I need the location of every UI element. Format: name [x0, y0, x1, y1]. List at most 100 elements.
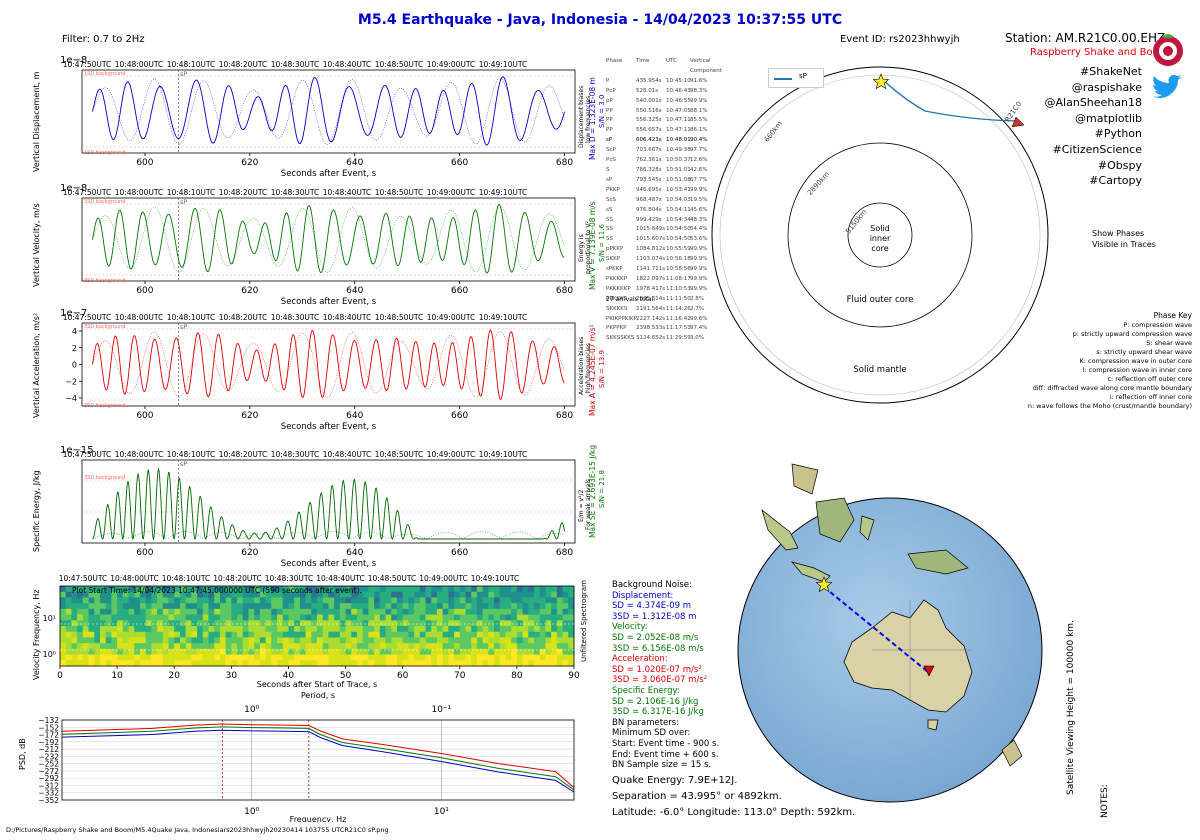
spectrogram-cell [214, 626, 221, 633]
spectrogram-cell [214, 648, 221, 656]
spectrogram-cell [568, 637, 575, 644]
spectrogram-cell [88, 608, 95, 616]
spectrogram-cell [488, 643, 495, 650]
spectrogram-cell [214, 620, 221, 627]
spectrogram-cell [117, 591, 124, 598]
spectrogram-cell [185, 643, 192, 650]
spectrogram-cell [528, 643, 535, 650]
spectrogram-cell [94, 608, 101, 616]
phase-cell: 10:46:43 [666, 87, 691, 94]
spectrogram-cell [208, 614, 215, 621]
noise-label: 3SD background [84, 475, 125, 481]
spectrogram-cell [396, 631, 404, 638]
spectrogram-cell [151, 631, 158, 638]
spectrogram-cell [94, 586, 101, 593]
spectrogram-cell [60, 614, 67, 621]
spectrogram-cell [294, 597, 301, 604]
acceleration-panel: 10:47:50UTC 10:48:00UTC 10:48:10UTC 10:48:2… [63, 313, 576, 431]
spectrogram-cell [134, 597, 141, 604]
spectrogram-cell [197, 637, 204, 644]
spectrogram-cell [419, 637, 427, 644]
spectrogram-cell [157, 643, 164, 650]
spectrogram-cell [334, 654, 341, 661]
spectrogram-cell [288, 614, 295, 621]
phase-cell: ScS [606, 196, 617, 203]
spectrogram-cell [191, 626, 198, 633]
spectrogram-cell [408, 603, 415, 610]
spectrogram-cell [88, 591, 95, 598]
spectrogram-cell [282, 648, 289, 656]
spectrogram-cell [151, 586, 158, 593]
phase-cell: PKIKPPKIKP [606, 315, 637, 322]
spectrogram-cell [139, 648, 147, 656]
spectrogram-cell [431, 620, 438, 627]
spectrogram-cell [117, 660, 124, 667]
spectrogram-cell [185, 608, 192, 616]
spectrogram-cell [185, 626, 192, 633]
spectrogram-cell [425, 660, 432, 667]
spectrogram-cell [237, 597, 244, 604]
spectrogram-cell [511, 597, 518, 604]
social-item: @raspishake [1071, 80, 1142, 94]
spectrogram-cell [328, 631, 335, 638]
spectrogram-cell [322, 631, 329, 638]
spectrogram-cell [454, 608, 461, 616]
spectrogram-cell [122, 637, 130, 644]
spectrogram-cell [294, 603, 301, 610]
spectrogram-cell [77, 586, 84, 593]
spectrogram-cell [128, 608, 135, 616]
spectrogram-cell [534, 637, 541, 644]
spectrogram-cell [99, 660, 107, 667]
spectrogram-cell [265, 608, 272, 616]
spectrogram-cell [237, 603, 244, 610]
spectrogram-cell [271, 620, 278, 627]
spectrogram-cell [117, 654, 124, 661]
time-label: 10:48:20UTC [213, 574, 262, 583]
spectrogram-cell [294, 626, 301, 633]
spectrogram-cell [391, 626, 398, 633]
spectrogram-cell [111, 654, 118, 661]
spectrogram-cell [94, 591, 101, 598]
spectrogram-cell [374, 626, 381, 633]
spectrogram-cell [379, 648, 387, 656]
spectrogram-cell [282, 597, 289, 604]
spectrogram-cell [271, 614, 278, 621]
spectrogram-cell [242, 648, 249, 656]
spectrogram-cell [356, 637, 364, 644]
spectrogram-cell [128, 586, 135, 593]
phase-row: PcP 528.01s 10:46:43 98.3% [606, 87, 736, 97]
java-island [791, 561, 831, 583]
spectrogram-cell [494, 648, 501, 656]
spectrogram-cell [105, 591, 112, 598]
x-tick-label: 640 [346, 158, 363, 168]
spectrogram-cell [419, 648, 427, 656]
spectrogram-cell [231, 637, 238, 644]
waveform [92, 467, 565, 541]
spectrogram-cell [482, 614, 489, 621]
spectrogram-cell [351, 614, 358, 621]
spectrogram-cell [271, 603, 278, 610]
spectrogram-cell [414, 603, 421, 610]
spectrogram-cell [225, 614, 232, 621]
spectrogram-cell [459, 643, 466, 650]
spectrogram-cell [356, 586, 364, 593]
spectrogram-cell [208, 643, 215, 650]
spectrogram-cell [242, 591, 249, 598]
spectrogram-cell [528, 654, 535, 661]
x-tick-label: 0 [57, 671, 63, 681]
spectrogram-cell [65, 637, 72, 644]
spectrogram-cell [505, 597, 512, 604]
spectrogram-cell [374, 660, 381, 667]
spectrogram-cell [248, 637, 255, 644]
spectrogram-cell [191, 620, 198, 627]
spectrogram-cell [82, 586, 90, 593]
spectrogram-cell [288, 626, 295, 633]
spectrogram-cell [145, 591, 152, 598]
bn-acc-head: Acceleration: [612, 654, 668, 665]
spectrogram-cell [174, 643, 181, 650]
spectrogram-cell [299, 603, 307, 610]
spectrogram-cell [556, 660, 564, 667]
spectrogram-cell [139, 614, 147, 621]
spectrogram-cell [317, 620, 324, 627]
inner-core-label: inner [870, 234, 891, 243]
